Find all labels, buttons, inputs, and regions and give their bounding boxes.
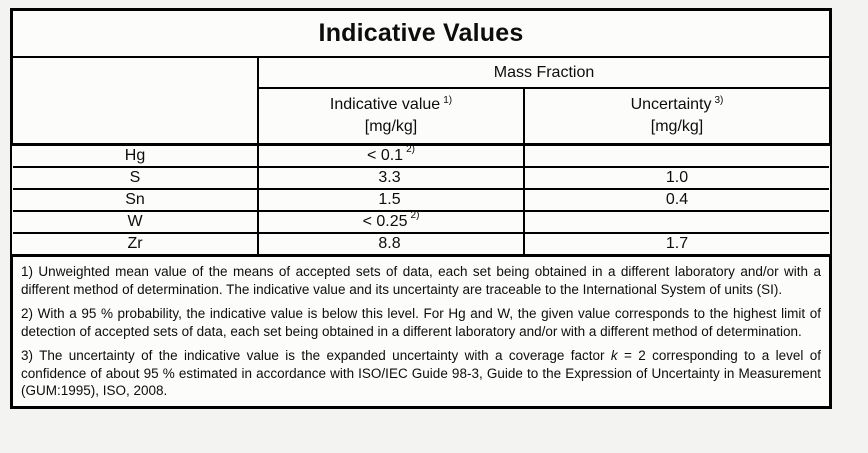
table-header-section: Indicative Values Mass Fraction Indicati…: [10, 8, 832, 146]
value-cell: 3.3: [259, 168, 525, 188]
uncertainty-cell: 0.4: [665, 191, 689, 208]
table-row-zr: Zr 8.8 1.7: [13, 234, 829, 254]
table-title: Indicative Values: [13, 11, 829, 58]
uncertainty-cell: [525, 146, 829, 166]
table-body: Hg < 0.1 2) S 3.3 1.0 Sn 1.5 0.4 W < 0.25…: [10, 144, 832, 254]
value-text: < 0.25: [362, 213, 408, 230]
group-header-mass-fraction: Mass Fraction: [259, 58, 829, 89]
value-cell: 1.5: [259, 190, 525, 210]
element-cell: Hg: [13, 146, 259, 166]
uncertainty-label-line: Uncertainty 3): [631, 94, 724, 116]
table-row-w: W < 0.25 2): [13, 210, 829, 234]
uncertainty-cell: [525, 212, 829, 232]
table-row-hg: Hg < 0.1 2): [13, 144, 829, 168]
footnote-1: 1) Unweighted mean value of the means of…: [21, 264, 821, 297]
indicative-value-unit: [mg/kg]: [364, 118, 418, 135]
indicative-value-label-line: Indicative value 1): [330, 94, 452, 116]
value-text: 8.8: [378, 235, 401, 252]
indicative-value-label: Indicative value: [329, 96, 441, 114]
element-cell: Zr: [13, 234, 259, 254]
element-cell: S: [13, 168, 259, 188]
indicative-values-table: Indicative Values Mass Fraction Indicati…: [10, 8, 832, 409]
indicative-value-footnote-ref: 1): [443, 95, 453, 107]
element-cell: Sn: [13, 190, 259, 210]
value-footnote-ref: 2): [410, 210, 420, 221]
value-footnote-ref: 2): [406, 144, 415, 155]
footnote-3-post: = 2 corresponding to a level of confiden…: [21, 348, 821, 399]
value-text: 1.5: [378, 191, 401, 208]
element-cell: W: [13, 212, 259, 232]
column-header-grid: Mass Fraction Indicative value 1) [mg/kg]…: [13, 58, 829, 143]
column-header-uncertainty: Uncertainty 3) [mg/kg]: [525, 89, 829, 143]
uncertainty-cell: 1.0: [665, 169, 689, 186]
footnote-2: 2) With a 95 % probability, the indicati…: [21, 306, 821, 339]
element-column-blank-header: [13, 58, 259, 143]
footnote-3-pre: 3) The uncertainty of the indicative val…: [21, 348, 611, 364]
uncertainty-label: Uncertainty: [630, 96, 712, 114]
footnote-3-coverage-factor-k: k: [610, 348, 618, 364]
value-cell: < 0.1 2): [259, 144, 525, 166]
table-row-s: S 3.3 1.0: [13, 168, 829, 190]
footnote-3: 3) The uncertainty of the indicative val…: [21, 347, 821, 400]
value-cell: < 0.25 2): [259, 210, 525, 232]
uncertainty-unit: [mg/kg]: [650, 118, 704, 135]
uncertainty-footnote-ref: 3): [714, 95, 724, 107]
value-text: < 0.1: [367, 147, 404, 164]
footnotes-section: 1) Unweighted mean value of the means of…: [10, 254, 832, 409]
value-cell: 8.8: [259, 234, 525, 254]
table-row-sn: Sn 1.5 0.4: [13, 190, 829, 212]
uncertainty-cell: 1.7: [665, 235, 689, 252]
column-header-indicative-value: Indicative value 1) [mg/kg]: [259, 89, 525, 143]
value-text: 3.3: [378, 169, 401, 186]
